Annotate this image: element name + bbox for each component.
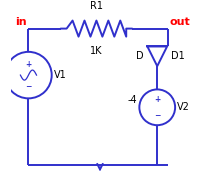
Text: +: + [154,95,160,104]
Text: 1K: 1K [90,46,103,57]
Text: R1: R1 [90,1,103,11]
Text: −: − [154,111,160,120]
Text: −: − [25,82,32,91]
Text: out: out [170,17,191,27]
Text: D: D [136,51,144,61]
Text: +: + [25,60,32,69]
Text: V1: V1 [53,70,66,80]
Text: -4: -4 [128,95,138,105]
Text: V2: V2 [177,102,190,112]
Text: in: in [15,17,27,27]
Text: D1: D1 [171,51,184,61]
